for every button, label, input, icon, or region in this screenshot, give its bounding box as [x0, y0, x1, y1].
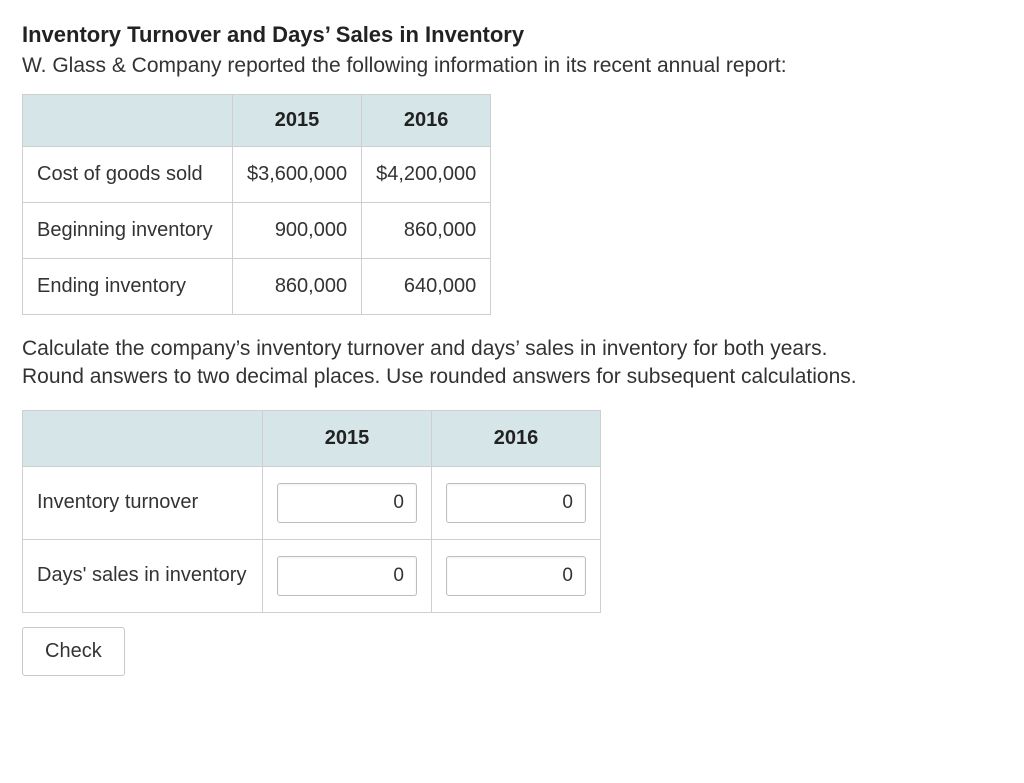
table-row: Beginning inventory 900,000 860,000 — [23, 203, 491, 259]
table-row: Days' sales in inventory — [23, 539, 601, 612]
row-label-end-inv: Ending inventory — [23, 259, 233, 315]
inv-turnover-2015-input[interactable] — [277, 483, 417, 523]
input-cell — [263, 466, 432, 539]
cell-cogs-2016: $4,200,000 — [362, 147, 491, 203]
days-sales-2016-input[interactable] — [446, 556, 586, 596]
intro-text: W. Glass & Company reported the followin… — [22, 52, 1002, 80]
input-cell — [432, 466, 601, 539]
cell-cogs-2015: $3,600,000 — [233, 147, 362, 203]
row-label-inv-turnover: Inventory turnover — [23, 466, 263, 539]
check-button[interactable]: Check — [22, 627, 125, 676]
cell-end-inv-2016: 640,000 — [362, 259, 491, 315]
input-cell — [263, 539, 432, 612]
answer-col-header-blank — [23, 410, 263, 466]
instructions-line-1: Calculate the company’s inventory turnov… — [22, 337, 827, 360]
col-header-2015: 2015 — [233, 95, 362, 147]
page-title: Inventory Turnover and Days’ Sales in In… — [22, 20, 1002, 50]
inv-turnover-2016-input[interactable] — [446, 483, 586, 523]
col-header-blank — [23, 95, 233, 147]
instructions: Calculate the company’s inventory turnov… — [22, 335, 1002, 392]
row-label-cogs: Cost of goods sold — [23, 147, 233, 203]
row-label-begin-inv: Beginning inventory — [23, 203, 233, 259]
answer-input-table: 2015 2016 Inventory turnover Days' sales… — [22, 410, 601, 613]
table-row: Cost of goods sold $3,600,000 $4,200,000 — [23, 147, 491, 203]
table-row: Inventory turnover — [23, 466, 601, 539]
cell-begin-inv-2016: 860,000 — [362, 203, 491, 259]
cell-end-inv-2015: 860,000 — [233, 259, 362, 315]
answer-col-header-2016: 2016 — [432, 410, 601, 466]
cell-begin-inv-2015: 900,000 — [233, 203, 362, 259]
days-sales-2015-input[interactable] — [277, 556, 417, 596]
table-row: Ending inventory 860,000 640,000 — [23, 259, 491, 315]
col-header-2016: 2016 — [362, 95, 491, 147]
input-cell — [432, 539, 601, 612]
financial-data-table: 2015 2016 Cost of goods sold $3,600,000 … — [22, 94, 491, 315]
row-label-days-sales: Days' sales in inventory — [23, 539, 263, 612]
answer-col-header-2015: 2015 — [263, 410, 432, 466]
instructions-line-2: Round answers to two decimal places. Use… — [22, 365, 857, 388]
